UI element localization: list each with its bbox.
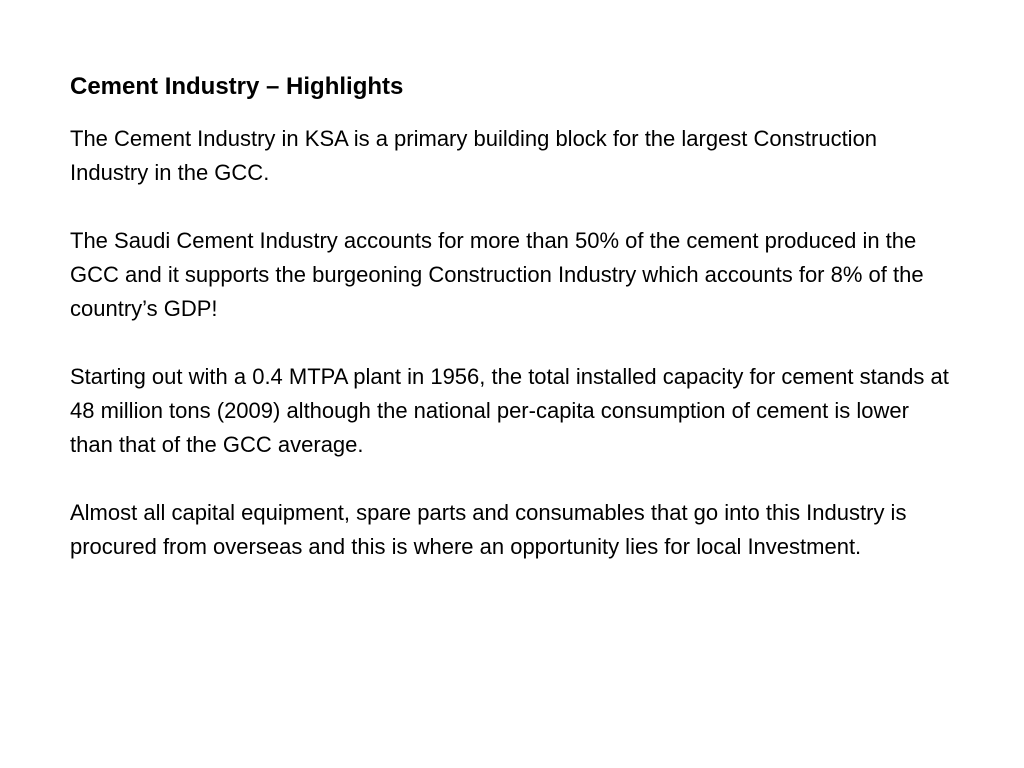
paragraph-investment-opportunity: Almost all capital equipment, spare part… xyxy=(70,500,907,559)
paragraph-saudi-share: The Saudi Cement Industry accounts for m… xyxy=(70,228,924,321)
slide-title: Cement Industry – Highlights xyxy=(70,73,404,100)
paragraph-ksa-building-block: The Cement Industry in KSA is a primary … xyxy=(70,126,878,185)
paragraph-installed-capacity: Starting out with a 0.4 MTPA plant in 19… xyxy=(70,364,949,457)
slide-content: Cement Industry – Highlights The Cement … xyxy=(70,70,950,598)
